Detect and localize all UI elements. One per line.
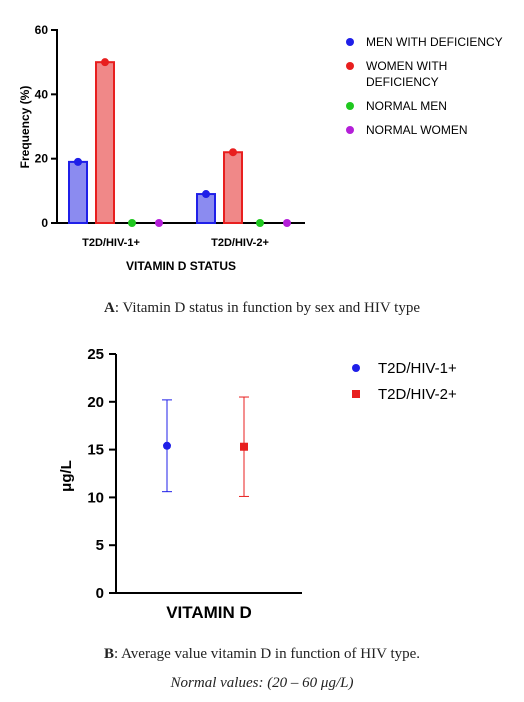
bar [223, 151, 243, 225]
y-tick-label: 15 [87, 442, 104, 459]
chart-b: 0 5 10 15 20 25 VITAMIN D μg/L T2D/HIV-1+ T2D/HIV… [58, 346, 457, 622]
y-tick-label: 25 [87, 346, 104, 363]
data-point [256, 219, 264, 227]
x-axis-title: VITAMIN D [166, 603, 252, 622]
legend-label: NORMAL WOMEN [366, 123, 468, 137]
y-tick-label: 5 [96, 537, 104, 554]
data-point [101, 58, 109, 67]
legend-marker [352, 390, 360, 398]
y-tick-label: 20 [87, 394, 104, 411]
mean-marker [240, 442, 248, 451]
data-point [229, 148, 237, 157]
y-tick-label: 40 [35, 87, 49, 101]
legend-marker [346, 62, 354, 70]
data-point [128, 219, 136, 227]
x-category-label: T2D/HIV-1+ [82, 237, 140, 249]
bar [95, 61, 115, 224]
x-axis-title: VITAMIN D STATUS [126, 259, 236, 273]
caption-a-letter: A [103, 300, 115, 316]
caption-a-text: : Vitamin D status in function by sex an… [114, 300, 421, 316]
y-tick-label: 0 [96, 585, 104, 602]
legend-marker [352, 364, 360, 372]
y-axis-title: μg/L [58, 460, 75, 492]
legend-marker [346, 38, 354, 46]
caption-a: A: Vitamin D status in function by sex a… [0, 300, 524, 317]
data-point [202, 190, 210, 199]
y-tick-label: 20 [35, 152, 49, 166]
data-point [283, 219, 291, 227]
legend-label: T2D/HIV-2+ [378, 386, 457, 403]
data-point [155, 219, 163, 227]
caption-b-letter: B [103, 646, 114, 662]
y-tick-label: 60 [35, 23, 49, 37]
chart-a: 0 20 40 60 T2D/HIV-1+ T2D/HIV-2+ VITAMIN D STA… [18, 23, 503, 273]
caption-b-text: : Average value vitamin D in function of… [113, 646, 421, 662]
bar [68, 160, 88, 224]
y-tick-label: 10 [87, 489, 104, 506]
legend-label: WOMEN WITH [366, 59, 447, 73]
mean-marker [163, 441, 171, 450]
data-point [74, 157, 82, 166]
legend-label: MEN WITH DEFICIENCY [366, 35, 503, 49]
caption-b: B: Average value vitamin D in function o… [0, 646, 524, 663]
y-tick-label: 0 [41, 216, 48, 230]
bar [196, 193, 216, 225]
legend-marker [346, 126, 354, 134]
legend-label-cont: DEFICIENCY [366, 75, 439, 89]
normal-values-note: Normal values: (20 – 60 μg/L) [170, 675, 354, 691]
legend-label: NORMAL MEN [366, 99, 447, 113]
y-axis-title: Frequency (%) [18, 86, 32, 169]
legend-marker [346, 102, 354, 110]
legend-label: T2D/HIV-1+ [378, 360, 457, 377]
x-category-label: T2D/HIV-2+ [211, 237, 269, 249]
